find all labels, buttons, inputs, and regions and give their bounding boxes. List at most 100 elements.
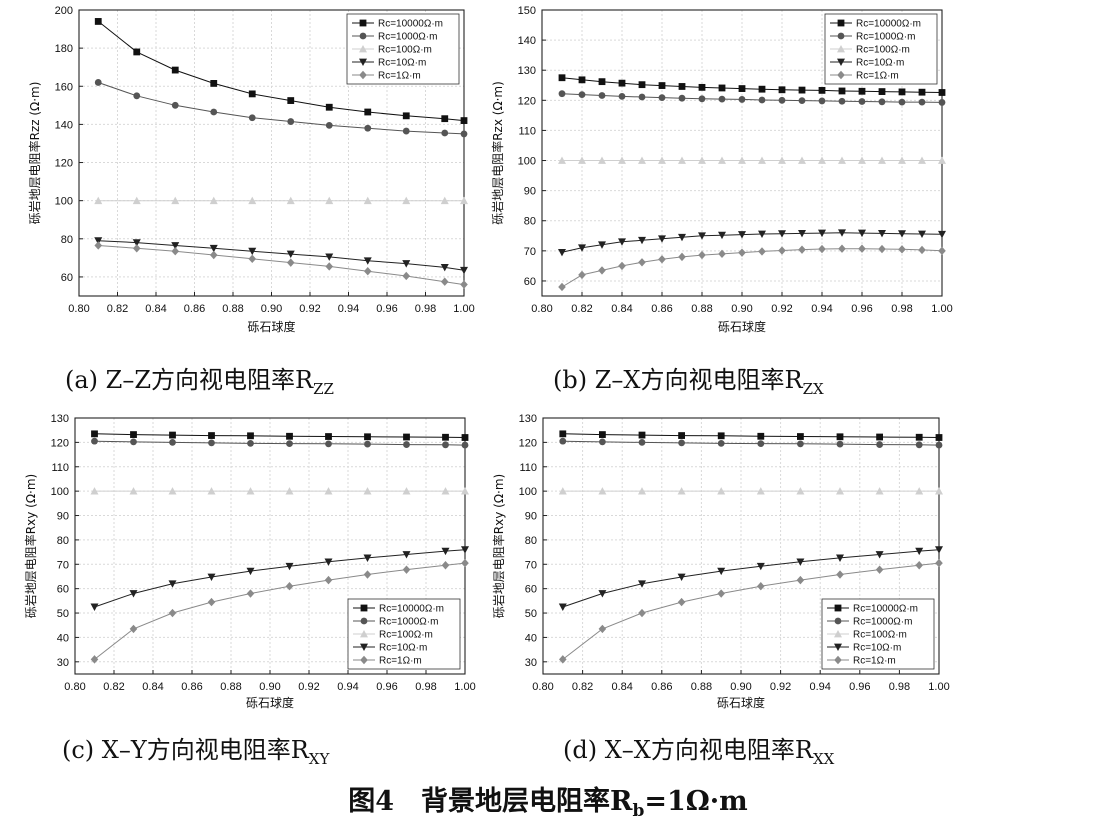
data-point: [248, 247, 257, 256]
data-point: [658, 94, 666, 102]
data-point: [325, 440, 332, 448]
data-point: [836, 554, 844, 562]
data-point: [578, 244, 586, 252]
data-point: [915, 441, 923, 449]
data-point: [286, 250, 295, 259]
data-point: [440, 196, 449, 205]
data-point: [678, 432, 685, 439]
series-4: [90, 546, 469, 611]
data-point: [638, 236, 646, 245]
y-tick-label: 90: [524, 186, 536, 198]
data-point: [798, 245, 806, 254]
data-point: [207, 487, 216, 495]
data-point: [285, 562, 294, 571]
panel-caption-subscript: XX: [813, 750, 835, 768]
panel-caption-text: (b) Z–X方向视电阻率R: [553, 366, 803, 394]
x-tick-label: 0.86: [651, 681, 672, 693]
legend-swatch-marker: [834, 643, 842, 651]
data-point: [838, 97, 846, 105]
data-point: [638, 431, 646, 439]
y-tick-label: 70: [525, 559, 537, 571]
data-point: [130, 438, 137, 446]
data-point: [558, 282, 566, 292]
data-point: [440, 277, 449, 286]
series-3: [558, 487, 943, 495]
data-point: [286, 432, 293, 440]
y-tick-label: 80: [61, 234, 73, 246]
y-tick-label: 60: [57, 584, 69, 596]
data-point: [818, 97, 826, 105]
legend-swatch-marker: [837, 58, 845, 66]
chart-panel-3: 0.80 0.82 0.84 0.86 0.88 0.90 0.92 0.94 0.96 0.98…: [23, 413, 476, 768]
data-point: [94, 79, 102, 86]
legend-swatch-marker: [360, 655, 368, 665]
data-point: [858, 87, 866, 95]
data-point: [717, 439, 725, 447]
data-point: [325, 103, 333, 111]
data-point: [858, 98, 866, 105]
x-tick-label: 0.96: [851, 303, 872, 315]
data-point: [758, 156, 766, 164]
data-point: [718, 156, 726, 164]
data-point: [169, 431, 176, 439]
x-tick-label: 1.00: [931, 303, 952, 315]
legend-swatch-marker: [359, 32, 367, 40]
x-axis-label: 砾石球度: [717, 695, 765, 710]
legend-entry: Rc=1Ω·m: [853, 656, 896, 667]
legend-entry: Rc=10Ω·m: [378, 58, 426, 69]
data-point: [915, 487, 924, 495]
data-point: [698, 83, 706, 91]
x-tick-label: 0.88: [691, 303, 712, 315]
data-point: [171, 101, 179, 109]
data-point: [598, 266, 606, 275]
data-point: [558, 156, 566, 164]
data-point: [460, 266, 468, 275]
legend-entry: Rc=10000Ω·m: [379, 604, 444, 615]
data-point: [758, 85, 766, 93]
x-tick-label: 0.84: [145, 303, 166, 315]
data-point: [938, 246, 946, 256]
y-tick-label: 130: [519, 413, 537, 425]
data-point: [208, 439, 215, 447]
data-point: [578, 270, 586, 280]
data-point: [325, 196, 334, 205]
data-point: [210, 108, 218, 116]
series-1: [94, 18, 468, 124]
data-point: [938, 156, 946, 164]
data-point: [402, 127, 410, 135]
data-point: [618, 261, 626, 271]
data-point: [441, 547, 450, 556]
data-point: [717, 487, 726, 495]
panel-caption-subscript: ZZ: [313, 380, 334, 398]
y-tick-label: 50: [525, 608, 537, 620]
data-point: [325, 253, 334, 261]
legend-entry: Rc=10Ω·m: [379, 643, 427, 654]
data-point: [838, 244, 846, 253]
data-point: [778, 96, 786, 104]
y-tick-label: 130: [51, 413, 69, 425]
data-point: [698, 232, 706, 240]
data-point: [798, 86, 806, 94]
data-point: [618, 93, 626, 100]
data-point: [171, 242, 180, 250]
data-point: [858, 229, 866, 238]
y-axis-label: 砾岩地层电阻率Rzx (Ω·m): [490, 81, 505, 225]
x-tick-label: 0.96: [849, 681, 870, 693]
legend-entry: Rc=1Ω·m: [856, 71, 899, 82]
legend: Rc=10000Ω·m Rc=1000Ω·m Rc=100Ω·m Rc=10Ω·m Rc…: [821, 598, 935, 670]
data-point: [935, 434, 943, 441]
series-5: [559, 558, 943, 664]
data-point: [248, 254, 257, 264]
y-tick-label: 120: [519, 437, 537, 449]
data-point: [836, 570, 844, 579]
chart-panel-1: 0.80 0.82 0.84 0.86 0.88 0.90 0.92 0.94 0.96 0.98…: [27, 5, 475, 398]
data-point: [598, 78, 606, 86]
legend-entry: Rc=100Ω·m: [379, 630, 433, 641]
data-point: [796, 487, 805, 495]
y-tick-label: 110: [519, 462, 537, 474]
y-tick-label: 80: [57, 535, 69, 547]
data-point: [598, 624, 607, 634]
data-point: [598, 156, 606, 164]
legend-swatch-marker: [360, 617, 368, 625]
x-tick-label: 0.84: [611, 303, 632, 315]
